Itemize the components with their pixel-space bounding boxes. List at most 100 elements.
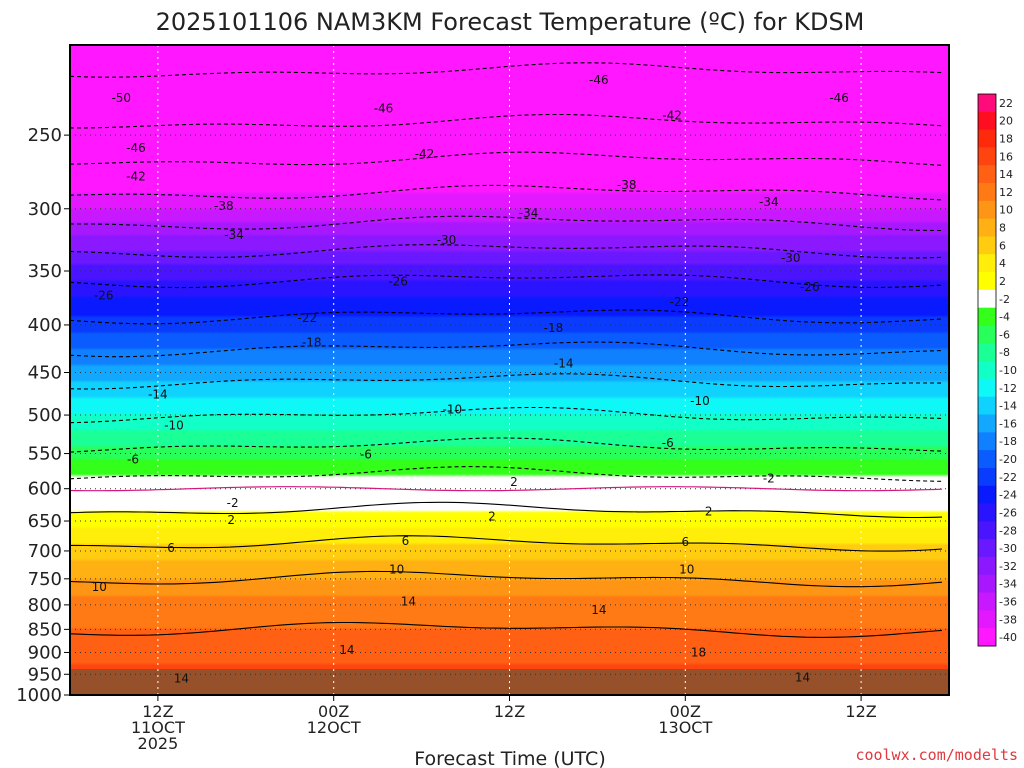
colorbar-swatch: [978, 414, 996, 433]
colorbar-swatch: [978, 147, 996, 166]
colorbar-swatch: [978, 556, 996, 576]
colorbar-swatch: [978, 289, 996, 309]
y-tick-label: 500: [28, 405, 62, 426]
contour-label: 2: [488, 510, 496, 524]
isotherm-line: [70, 341, 943, 358]
contour-label: -42: [662, 108, 682, 122]
contour-label: 10: [389, 563, 404, 577]
chart-title: 2025101106 NAM3KM Forecast Temperature (…: [156, 8, 865, 36]
y-tick-label: 650: [28, 511, 62, 532]
colorbar-label: -6: [999, 328, 1010, 341]
contour-label: -46: [589, 73, 609, 87]
y-tick-label: 900: [28, 642, 62, 663]
colorbar-label: 12: [999, 186, 1013, 199]
colorbar-label: -36: [999, 595, 1017, 608]
contour-label: 6: [402, 534, 410, 548]
y-tick-label: 800: [28, 595, 62, 616]
colorbar-label: 8: [999, 222, 1006, 235]
contour-labels: -50-46-42-38-34-26-22-18-14-10-6-2261014…: [92, 73, 849, 686]
colorbar-swatch: [978, 432, 996, 451]
colorbar-label: -12: [999, 382, 1017, 395]
y-tick-label: 600: [28, 479, 62, 500]
x-tick-label: 12Z: [494, 702, 525, 721]
colorbar-swatch: [978, 325, 996, 344]
colorbar-label: 22: [999, 97, 1013, 110]
colorbar-label: 6: [999, 239, 1006, 252]
x-tick-label: 13OCT: [658, 718, 712, 737]
contour-label: -6: [360, 447, 372, 461]
colorbar-label: -8: [999, 346, 1010, 359]
colorbar-swatch: [978, 467, 996, 487]
contour-label: 10: [679, 563, 694, 577]
plot-area: -50-46-42-38-34-26-22-18-14-10-6-2261014…: [70, 45, 949, 695]
contour-label: -50: [111, 91, 131, 105]
colorbar-swatch: [978, 272, 996, 291]
colorbar-label: 18: [999, 133, 1013, 146]
colorbar-label: 10: [999, 204, 1013, 217]
y-tick-label: 950: [28, 664, 62, 685]
contour-label: 10: [92, 580, 107, 594]
colorbar-swatch: [978, 236, 996, 255]
contour-label: -26: [388, 274, 408, 288]
contour-label: -30: [781, 251, 801, 265]
contour-label: -46: [829, 91, 849, 105]
contour-label: -26: [94, 289, 114, 303]
contour-label: -22: [670, 295, 690, 309]
colorbar-frame: [977, 93, 997, 647]
colorbar-label: 16: [999, 150, 1013, 163]
contour-label: -6: [127, 452, 139, 466]
colorbar-label: -18: [999, 435, 1017, 448]
isotherm-line: [70, 62, 943, 78]
contour-label: -38: [214, 199, 234, 213]
isotherm-line: [70, 113, 943, 129]
contour-label: -42: [415, 147, 435, 161]
x-tick-label: 12Z: [142, 702, 173, 721]
y-tick-label: 450: [28, 363, 62, 384]
isotherm-line: [70, 501, 943, 519]
contour-label: 14: [401, 594, 416, 608]
colorbar-swatch: [978, 254, 996, 273]
x-tick-label: 2025: [138, 734, 179, 753]
contour-label: -18: [544, 321, 564, 335]
y-tick-label: 300: [28, 199, 62, 220]
y-tick-label: 400: [28, 315, 62, 336]
contour-label: 18: [691, 645, 706, 659]
contour-label: -14: [148, 387, 168, 401]
colorbar-label: -30: [999, 542, 1017, 555]
contour-label: 2: [510, 475, 518, 489]
contour-label: -46: [126, 141, 146, 155]
contour-label: 6: [167, 541, 175, 555]
contour-label: -42: [126, 170, 146, 184]
contour-label: -2: [227, 496, 239, 510]
colorbar-swatch: [978, 307, 996, 326]
colorbar-label: 14: [999, 168, 1013, 181]
contour-label: -30: [437, 233, 457, 247]
contour-label: -10: [164, 418, 184, 432]
colorbar-swatch: [978, 574, 996, 594]
colorbar-label: -32: [999, 560, 1017, 573]
colorbar-label: -40: [999, 631, 1017, 644]
x-tick-label: 00Z: [670, 702, 701, 721]
colorbar-label: -38: [999, 613, 1017, 626]
colorbar-swatch: [978, 503, 996, 522]
contour-label: -10: [443, 402, 463, 416]
colorbar-swatch: [978, 592, 996, 611]
x-axis-label: Forecast Time (UTC): [414, 748, 605, 768]
colorbar-label: -28: [999, 524, 1017, 537]
y-tick-label: 1000: [16, 685, 62, 706]
contour-label: -18: [302, 336, 322, 350]
isotherm-line: [70, 406, 943, 424]
isotherm-line: [70, 274, 943, 289]
y-tick-label: 750: [28, 569, 62, 590]
contour-label: -10: [690, 394, 710, 408]
colorbar-label: -26: [999, 506, 1017, 519]
x-tick-label: 00Z: [318, 702, 349, 721]
x-tick-label: 12Z: [845, 702, 876, 721]
y-tick-label: 550: [28, 444, 62, 465]
colorbar-swatch: [978, 129, 996, 148]
contour-label: -22: [298, 311, 318, 325]
colorbar-label: -24: [999, 489, 1017, 502]
colorbar-swatch: [978, 450, 996, 469]
